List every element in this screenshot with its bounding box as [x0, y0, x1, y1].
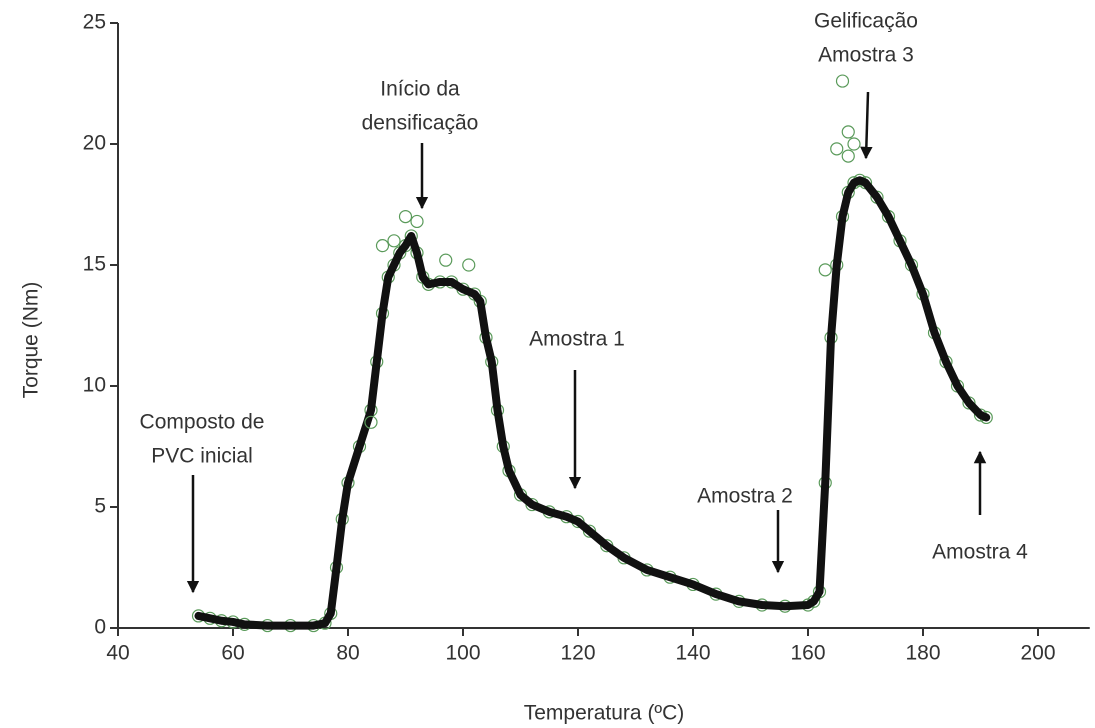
annotation: Composto de — [140, 411, 265, 434]
data-point — [835, 74, 850, 88]
x-tick-label: 40 — [106, 642, 129, 665]
x-tick-label: 180 — [905, 642, 940, 665]
annotation: densificação — [362, 112, 479, 135]
x-tick-label: 100 — [445, 642, 480, 665]
x-tick-label: 140 — [675, 642, 710, 665]
x-tick-label: 120 — [560, 642, 595, 665]
data-point — [818, 263, 832, 277]
x-tick-label: 200 — [1020, 642, 1055, 665]
data-point — [841, 149, 855, 163]
data-point — [830, 142, 844, 156]
annotation: Gelificação — [814, 10, 918, 33]
data-point — [398, 210, 413, 224]
annotation: Início da — [380, 78, 460, 101]
data-line — [194, 176, 991, 630]
y-axis-label: Torque (Nm) — [20, 282, 43, 399]
annotation-arrow — [860, 91, 873, 160]
data-point — [364, 415, 378, 429]
y-tick-label: 20 — [83, 132, 106, 155]
y-tick-label: 25 — [83, 11, 106, 34]
annotation: Amostra 2 — [697, 485, 793, 508]
annotation: Amostra 3 — [818, 44, 914, 67]
y-tick-label: 15 — [83, 253, 106, 276]
data-point — [410, 214, 424, 229]
y-tick-label: 10 — [83, 374, 106, 397]
annotation: PVC inicial — [151, 445, 253, 468]
x-tick-label: 60 — [221, 642, 244, 665]
x-tick-label: 160 — [790, 642, 825, 665]
data-point — [375, 239, 390, 253]
data-point — [462, 258, 476, 272]
x-axis-label: Temperatura (ºC) — [524, 702, 685, 725]
annotation: Amostra 4 — [932, 541, 1028, 564]
y-tick-label: 0 — [94, 616, 106, 639]
y-tick-label: 5 — [94, 495, 106, 518]
x-tick-label: 80 — [336, 642, 359, 665]
annotation: Amostra 1 — [529, 328, 625, 351]
data-point — [841, 125, 855, 139]
data-point — [439, 253, 453, 267]
data-point — [847, 137, 861, 151]
data-point — [387, 234, 401, 248]
